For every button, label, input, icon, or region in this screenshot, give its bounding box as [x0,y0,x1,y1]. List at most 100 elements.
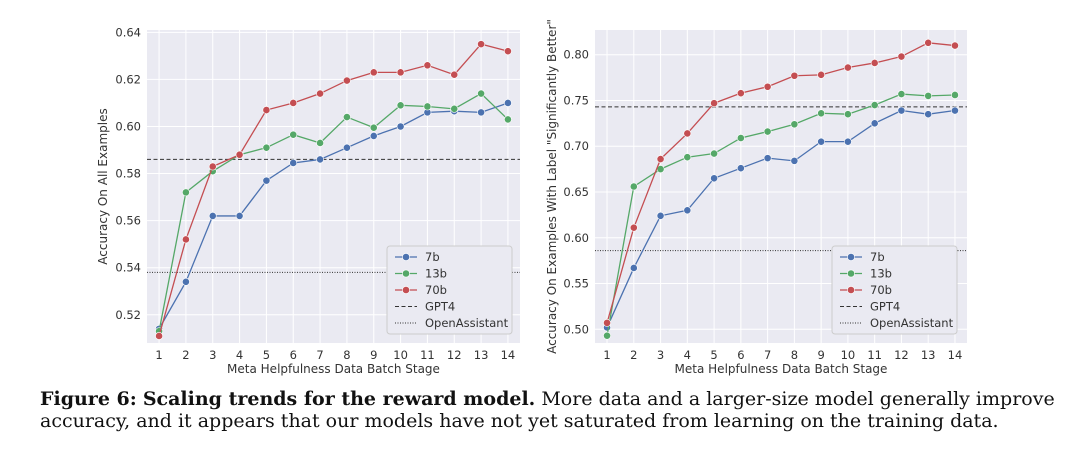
data-point-7b [844,137,852,146]
data-point-7b [504,99,512,107]
data-point-70b [343,76,351,85]
y-tick-label: 0.60 [563,231,589,245]
x-tick-label: 11 [420,348,435,362]
x-tick-label: 5 [263,348,270,362]
x-tick-label: 12 [894,348,909,362]
y-tick-label: 0.62 [115,72,141,86]
x-tick-label: 6 [290,348,297,362]
data-point-7b [182,277,190,286]
data-point-70b [763,82,772,91]
data-point-70b [683,129,692,138]
data-point-70b [710,99,718,108]
y-tick-label: 0.65 [563,185,589,199]
x-tick-label: 4 [684,348,691,362]
x-tick-label: 9 [370,348,377,362]
caption-text: More data and a larger-size model genera… [40,388,1055,432]
legend-marker-13b [402,269,410,278]
y-tick-label: 0.70 [563,139,589,153]
x-tick-label: 13 [921,348,936,362]
legend-box [386,245,513,335]
legend-marker-13b [847,269,855,278]
data-point-70b [396,68,405,77]
data-point-70b [736,89,745,98]
y-axis-label: Accuracy On Examples With Label "Signifi… [545,19,559,354]
data-point-7b [951,106,959,115]
data-point-13b [423,102,432,111]
data-point-70b [289,99,298,107]
legend-box [831,245,958,335]
x-tick-label: 2 [182,348,189,362]
data-point-70b [316,89,324,98]
data-point-7b [235,212,244,220]
data-point-70b [262,106,271,114]
y-tick-label: 0.75 [563,93,589,107]
data-point-70b [870,59,879,67]
data-point-7b [763,154,772,163]
legend-marker-7b [847,253,855,261]
x-axis-label: Meta Helpfulness Data Batch Stage [675,362,888,376]
x-tick-label: 2 [630,348,637,362]
y-tick-label: 0.55 [563,277,589,291]
x-tick-label: 6 [737,348,744,362]
data-point-13b [683,153,692,162]
y-tick-label: 0.64 [115,25,141,39]
series-line-70b [606,42,956,324]
x-tick-label: 10 [841,348,856,362]
x-tick-label: 5 [710,348,717,362]
y-axis-label: Accuracy On All Examples [96,108,110,264]
x-tick-label: 7 [316,348,323,362]
data-point-13b [450,104,459,113]
x-tick-label: 14 [501,348,516,362]
data-point-70b [844,63,852,72]
data-point-13b [316,139,324,147]
data-point-7b [790,156,799,165]
y-tick-label: 0.50 [563,322,589,336]
data-point-7b [897,106,906,115]
legend-label: OpenAssistant [870,316,954,330]
series-line-7b [606,109,956,328]
data-point-7b [343,143,351,152]
x-tick-label: 14 [948,348,963,362]
data-point-70b [369,68,378,77]
data-point-13b [603,331,611,340]
data-point-70b [477,40,485,49]
data-point-13b [790,120,799,129]
data-point-13b [504,115,512,124]
data-point-70b [423,61,432,70]
data-point-70b [790,71,799,80]
figure-caption: Figure 6: Scaling trends for the reward … [40,388,1060,432]
x-axis-label: Meta Helpfulness Data Batch Stage [227,362,440,376]
data-point-70b [603,318,611,327]
data-point-13b [396,101,405,110]
data-point-13b [369,123,378,132]
caption-label: Figure 6: [40,388,137,410]
y-tick-label: 0.60 [115,119,141,133]
data-point-7b [289,159,298,167]
x-tick-label: 3 [657,348,664,362]
data-point-70b [504,47,512,56]
data-point-7b [369,132,378,140]
figure-charts: 1 2 3 4 5 6 7 8 9 10 11 12 13 140.520.540.560.580.600… [96,19,967,376]
data-point-13b [924,91,933,100]
data-point-13b [817,109,826,118]
legend: 7b 13b 70b GPT4 OpenAssistant [386,245,513,335]
x-tick-label: 8 [343,348,350,362]
y-tick-label: 0.56 [115,214,141,228]
data-point-7b [924,110,933,119]
series-line-70b [158,43,509,337]
chart-panel-1: 1 2 3 4 5 6 7 8 9 10 11 12 13 140.520.540.560.580.600… [96,25,520,376]
x-tick-label: 11 [867,348,882,362]
legend-label: OpenAssistant [425,316,509,330]
data-point-70b [897,52,906,61]
data-point-13b [343,113,351,121]
data-point-70b [951,41,959,50]
data-point-7b [710,174,718,183]
legend-label: 7b [870,250,885,264]
data-point-70b [924,38,933,47]
chart-panel-2: 1 2 3 4 5 6 7 8 9 10 11 12 13 140.500.550.600.650.700… [545,19,967,376]
data-point-70b [656,155,665,163]
y-tick-label: 0.54 [115,261,141,275]
data-point-13b [844,110,852,119]
legend: 7b 13b 70b GPT4 OpenAssistant [831,245,958,335]
data-point-70b [155,332,163,340]
